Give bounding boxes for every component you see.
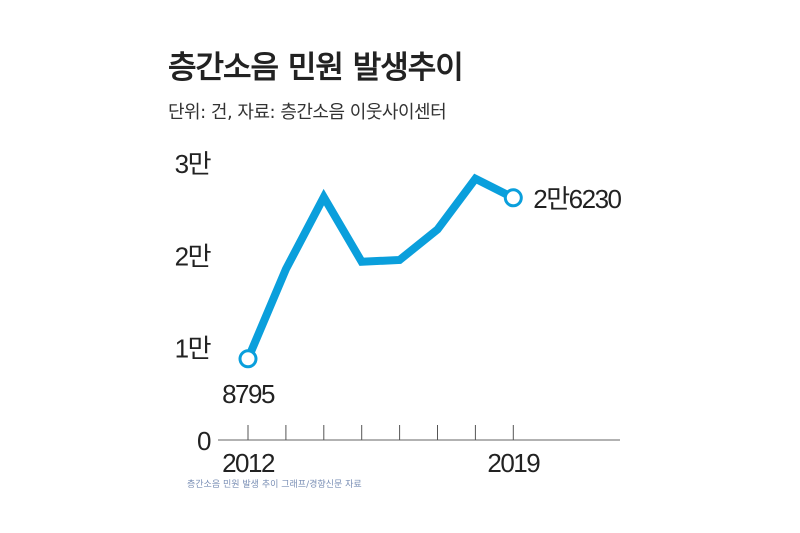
data-label: 2만6230 <box>533 184 621 214</box>
chart-title: 층간소음 민원 발생추이 <box>168 50 464 86</box>
data-line <box>244 173 516 361</box>
y-tick-label: 3만 <box>175 149 211 179</box>
x-tick-label: 2012 <box>222 448 275 478</box>
y-tick-label: 1만 <box>175 334 211 364</box>
data-label: 8795 <box>222 379 275 409</box>
x-tick-label: 2019 <box>487 448 540 478</box>
y-tick-label: 2만 <box>175 241 211 271</box>
data-point-marker <box>238 349 258 369</box>
chart-caption: 층간소음 민원 발생 추이 그래프/경향신문 자료 <box>187 480 362 490</box>
data-point-marker <box>503 188 523 208</box>
y-tick-label: 0 <box>197 426 211 456</box>
chart-subtitle: 단위: 건, 자료: 층간소음 이웃사이센터 <box>168 102 447 123</box>
